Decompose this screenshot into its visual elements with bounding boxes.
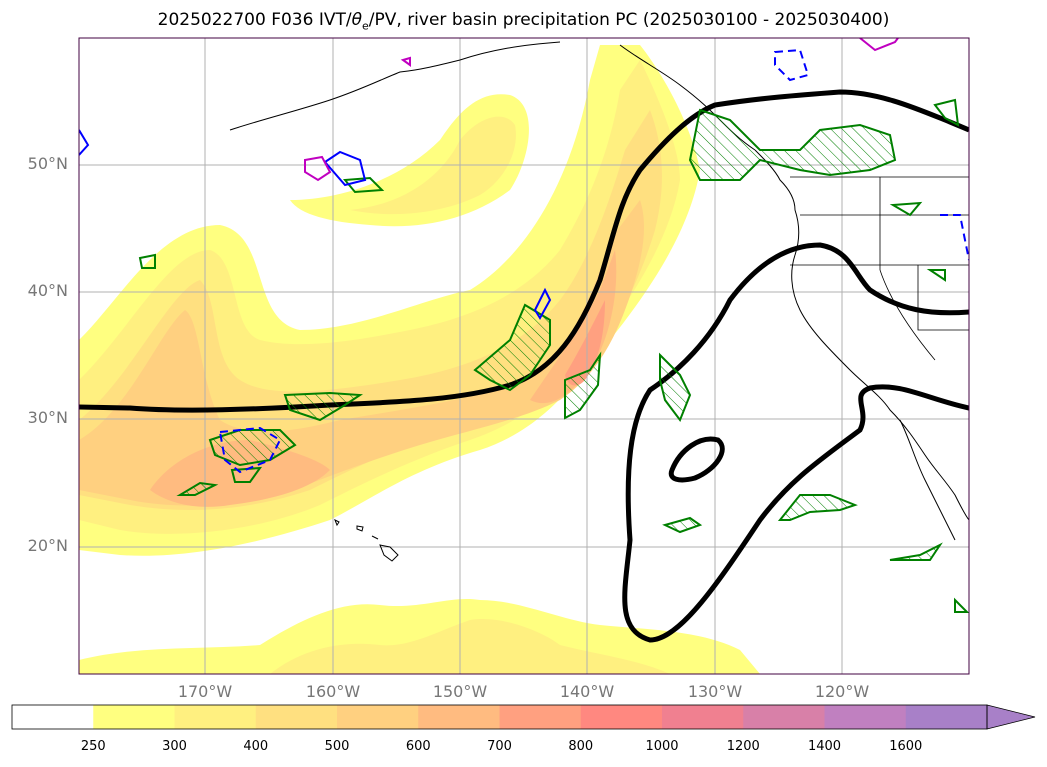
lat-label-50: 50°N bbox=[27, 154, 68, 173]
lon-label-160: 160°W bbox=[305, 682, 361, 701]
colorbar-segment bbox=[499, 705, 582, 729]
pv-blue-dashed-2 bbox=[218, 426, 282, 474]
lat-label-40: 40°N bbox=[27, 281, 68, 300]
title-suffix: /PV, river basin precipitation PC (20250… bbox=[368, 10, 890, 30]
colorbar-tick-label: 800 bbox=[568, 739, 594, 754]
colorbar-tick-label: 1400 bbox=[807, 739, 842, 754]
colorbar-segment bbox=[12, 705, 94, 729]
title-theta: θ bbox=[351, 10, 362, 30]
lon-label-150: 150°W bbox=[432, 682, 488, 701]
colorbar-segment bbox=[255, 705, 338, 729]
lat-label-20: 20°N bbox=[27, 536, 68, 555]
ivt-hook-inner bbox=[350, 116, 516, 215]
colorbar-frame bbox=[11, 704, 988, 730]
colorbar-segment bbox=[580, 705, 663, 729]
pv-green-10 bbox=[176, 481, 219, 496]
lon-label-140: 140°W bbox=[559, 682, 615, 701]
colorbar-segment bbox=[418, 705, 500, 729]
pv-green-2 bbox=[473, 303, 551, 392]
pv-green-7 bbox=[777, 494, 858, 521]
colorbar-tick-label: 250 bbox=[80, 739, 106, 754]
colorbar-tick-label: 1000 bbox=[645, 739, 679, 754]
pv-magenta-3 bbox=[400, 56, 411, 67]
colorbar-segment bbox=[824, 705, 907, 729]
us-west-coast bbox=[791, 254, 969, 521]
map-frame bbox=[78, 37, 970, 675]
ivt-south-band-inner bbox=[270, 619, 670, 674]
colorbar-tick-label: 1600 bbox=[889, 739, 923, 754]
pv-blue-dashed-3 bbox=[940, 214, 969, 261]
pv-green-6 bbox=[659, 352, 692, 423]
ivt-700-ar-core bbox=[565, 300, 605, 386]
colorbar-tick-label: 300 bbox=[162, 739, 187, 754]
lat-label-30: 30°N bbox=[27, 408, 68, 427]
pv-magenta-1 bbox=[304, 155, 332, 182]
lon-label-120: 120°W bbox=[814, 682, 870, 701]
map-title: 2025022700 F036 IVT/θe/PV, river basin p… bbox=[0, 10, 1047, 32]
bc-coast bbox=[754, 149, 800, 256]
pv-blue-1 bbox=[323, 150, 367, 187]
pv-green-1 bbox=[688, 108, 897, 181]
pv-blue-contours bbox=[79, 48, 969, 474]
lon-label-130: 130°W bbox=[687, 682, 743, 701]
colorbar-tick-label: 600 bbox=[405, 739, 431, 754]
title-prefix: 2025022700 F036 IVT/ bbox=[157, 10, 352, 30]
colorbar-tick-label: 500 bbox=[324, 739, 350, 754]
hawaii-islands bbox=[334, 518, 399, 562]
colorbar-tick-label: 400 bbox=[243, 739, 269, 754]
title-subscript: e bbox=[362, 19, 369, 33]
pv-green-4 bbox=[283, 391, 364, 422]
pv-green-contours bbox=[176, 108, 943, 561]
colorbar-segment bbox=[337, 705, 419, 729]
ivt-500-band bbox=[79, 200, 645, 506]
pv-magenta-contours bbox=[304, 38, 899, 182]
colorbar-segment bbox=[174, 705, 257, 729]
theta-e-small-loop bbox=[668, 436, 725, 483]
colorbar-segment bbox=[905, 705, 988, 729]
colorbar bbox=[11, 704, 1036, 730]
lon-label-170: 170°W bbox=[177, 682, 233, 701]
pv-green-9 bbox=[889, 542, 943, 561]
map-area bbox=[79, 38, 969, 674]
pv-blue-3 bbox=[79, 129, 90, 156]
baja bbox=[899, 419, 956, 541]
theta-e-loop bbox=[622, 242, 969, 643]
colorbar-tick-label: 1200 bbox=[726, 739, 760, 754]
colorbar-tick-label: 700 bbox=[487, 739, 512, 754]
pv-blue-2 bbox=[533, 287, 552, 320]
pv-green-8 bbox=[662, 516, 703, 534]
pv-green-3 bbox=[564, 351, 602, 420]
colorbar-segment bbox=[743, 705, 825, 729]
colorbar-extend-arrow bbox=[986, 704, 1036, 730]
state-borders bbox=[790, 176, 969, 361]
pv-blue-dashed-1 bbox=[774, 48, 810, 82]
colorbar-segment bbox=[93, 705, 175, 729]
colorbar-segment bbox=[662, 705, 744, 729]
pv-magenta-2 bbox=[859, 38, 899, 52]
ivt-shading bbox=[79, 45, 760, 674]
colorbar-segments bbox=[12, 705, 988, 729]
